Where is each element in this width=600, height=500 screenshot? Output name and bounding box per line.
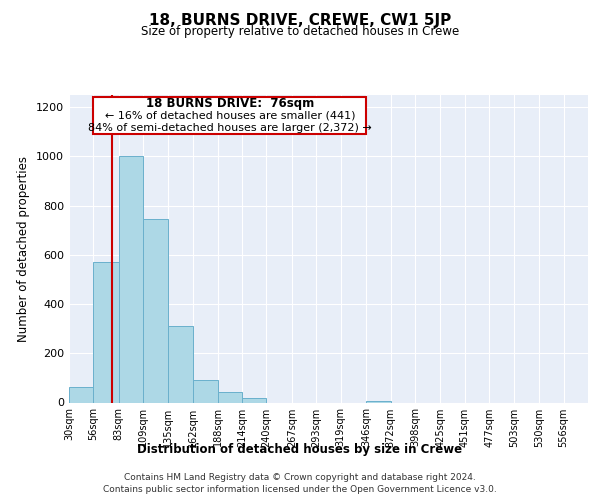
Bar (69, 386, 94, 402)
Text: Size of property relative to detached houses in Crewe: Size of property relative to detached ho… (141, 25, 459, 38)
Text: 18 BURNS DRIVE:  76sqm: 18 BURNS DRIVE: 76sqm (146, 97, 314, 110)
Text: Distribution of detached houses by size in Crewe: Distribution of detached houses by size … (137, 442, 463, 456)
Bar (119, 156, 143, 402)
Y-axis label: Number of detached properties: Number of detached properties (17, 156, 31, 342)
Bar (143, 219, 168, 402)
Bar (242, 398, 266, 402)
Bar (168, 326, 193, 402)
Bar (193, 380, 218, 402)
Bar (218, 392, 242, 402)
Bar (94, 262, 119, 402)
Bar (366, 401, 391, 402)
Text: Contains HM Land Registry data © Crown copyright and database right 2024.: Contains HM Land Registry data © Crown c… (124, 472, 476, 482)
Bar (94, 98, 366, 134)
Text: 18, BURNS DRIVE, CREWE, CW1 5JP: 18, BURNS DRIVE, CREWE, CW1 5JP (149, 12, 451, 28)
Text: Contains public sector information licensed under the Open Government Licence v3: Contains public sector information licen… (103, 485, 497, 494)
Text: ← 16% of detached houses are smaller (441): ← 16% of detached houses are smaller (44… (104, 111, 355, 121)
Text: 84% of semi-detached houses are larger (2,372) →: 84% of semi-detached houses are larger (… (88, 123, 371, 133)
